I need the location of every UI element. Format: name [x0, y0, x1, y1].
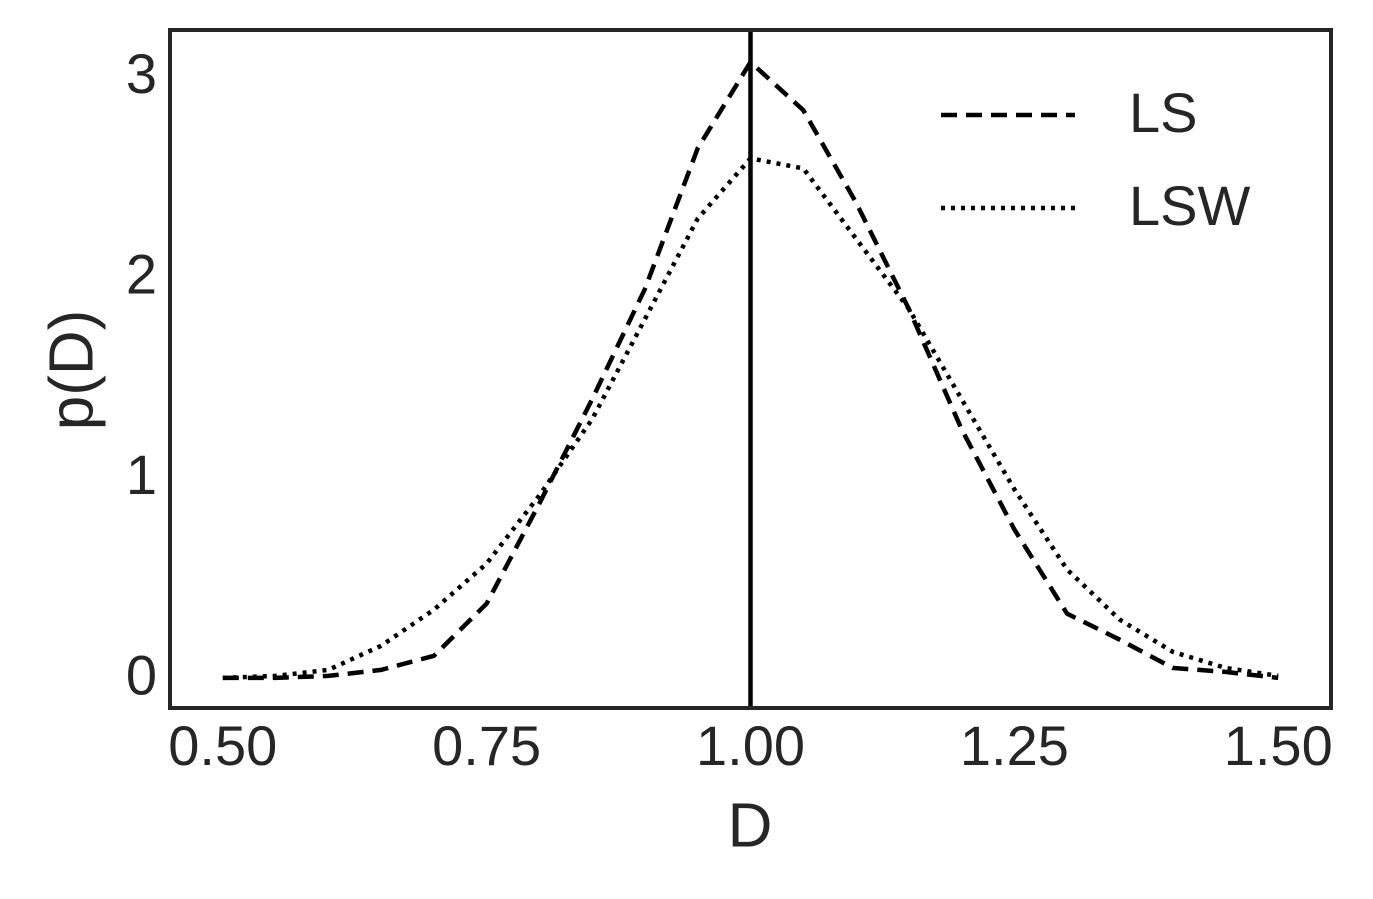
x-tick-label: 1.00 — [696, 714, 805, 777]
y-tick-label: 0 — [126, 644, 157, 707]
x-tick-label: 1.25 — [960, 714, 1069, 777]
y-axis-label: p(D) — [37, 310, 106, 431]
y-tick-label: 2 — [126, 243, 157, 306]
y-tick-label: 3 — [126, 42, 157, 105]
x-axis-label: D — [728, 791, 773, 860]
legend-label: LSW — [1129, 174, 1250, 237]
x-tick-label: 0.50 — [168, 714, 277, 777]
x-tick-label: 1.50 — [1224, 714, 1333, 777]
line-series — [222, 58, 1279, 681]
plot-frame — [168, 28, 1333, 710]
legend-label: LS — [1129, 81, 1198, 144]
y-tick-label: 1 — [126, 443, 157, 506]
x-tick-label: 0.75 — [432, 714, 541, 777]
